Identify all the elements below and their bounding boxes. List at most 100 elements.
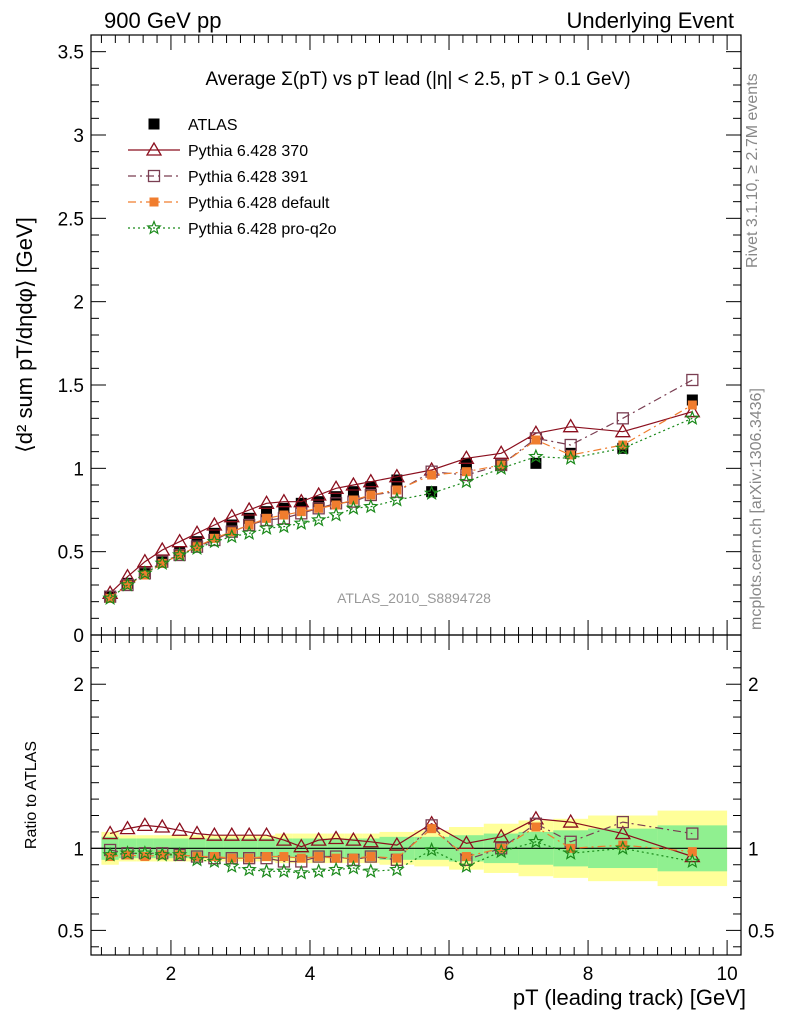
y-tick-label: 1	[73, 459, 84, 480]
data-point-pythia-6-428-pro-q2o	[276, 518, 292, 534]
ratio-point-pythia-6-428-default	[314, 852, 324, 862]
ratio-point-pythia-6-428-370	[136, 817, 154, 832]
data-point-pythia-6-428-370	[171, 533, 188, 548]
data-point-pythia-6-428-pro-q2o	[206, 533, 223, 549]
y-tick-label: 0.5	[58, 543, 84, 564]
ratio-point-pythia-6-428-pro-q2o	[293, 864, 310, 880]
ratio-point-pythia-6-428-370	[388, 836, 406, 851]
ratio-y-tick-label: 2	[73, 675, 84, 696]
ratio-point-pythia-6-428-default	[687, 847, 697, 857]
data-point-atlas	[391, 474, 403, 486]
data-point-atlas	[243, 512, 255, 524]
data-point-pythia-6-428-pro-q2o	[189, 540, 205, 555]
data-point-pythia-6-428-default	[366, 490, 376, 500]
data-point-pythia-6-428-370	[684, 403, 701, 418]
data-point-pythia-6-428-pro-q2o	[493, 460, 509, 475]
data-point-pythia-6-428-default	[392, 485, 402, 495]
data-point-pythia-6-428-370	[293, 493, 310, 508]
ratio-point-pythia-6-428-pro-q2o	[102, 846, 118, 862]
data-point-pythia-6-428-default	[192, 542, 202, 552]
data-point-pythia-6-428-391	[243, 518, 256, 532]
data-point-pythia-6-428-default	[262, 513, 272, 523]
data-point-pythia-6-428-391	[616, 412, 629, 425]
ratio-point-pythia-6-428-370	[188, 825, 206, 840]
ratio-point-pythia-6-428-default	[175, 850, 185, 860]
data-point-pythia-6-428-pro-q2o	[258, 520, 275, 535]
ratio-point-pythia-6-428-default	[531, 822, 541, 832]
ratio-y-tick-label: 1	[73, 839, 84, 860]
data-point-pythia-6-428-pro-q2o	[119, 576, 136, 592]
ratio-point-pythia-6-428-pro-q2o	[241, 861, 257, 877]
y-tick-label: 2.5	[58, 209, 84, 230]
data-point-pythia-6-428-default	[209, 533, 219, 543]
data-point-atlas	[686, 394, 698, 406]
data-point-pythia-6-428-default	[461, 467, 471, 477]
rivet-label: Rivet 3.1.10, ≥ 2.7M events	[744, 73, 761, 268]
y-tick-label: 1.5	[58, 376, 84, 397]
data-point-pythia-6-428-pro-q2o	[458, 473, 475, 489]
data-point-pythia-6-428-default	[427, 470, 437, 480]
legend-marker-pythia-6-428-391	[147, 169, 161, 183]
ratio-panel-frame	[90, 634, 742, 956]
x-tick-label: 2	[166, 964, 177, 985]
data-point-pythia-6-428-pro-q2o	[224, 528, 240, 544]
ratio-point-pythia-6-428-370	[614, 825, 631, 840]
ratio-point-pythia-6-428-370	[562, 813, 579, 828]
data-point-pythia-6-428-370	[223, 508, 240, 523]
data-point-pythia-6-428-pro-q2o	[102, 590, 118, 605]
ratio-point-pythia-6-428-370	[310, 831, 327, 846]
data-point-pythia-6-428-default	[331, 500, 341, 510]
data-point-atlas	[208, 527, 220, 539]
legend-label-pythia-6-428-pro-q2o: Pythia 6.428 pro-q2o	[188, 221, 337, 238]
y-axis-label: ⟨d² sum pT/dηdφ⟩ [GeV]	[12, 217, 37, 453]
data-point-pythia-6-428-pro-q2o	[528, 448, 544, 464]
ratio-point-pythia-6-428-default	[427, 824, 437, 834]
y-tick-label: 0	[73, 626, 84, 647]
ratio-point-pythia-6-428-370	[258, 826, 275, 841]
ratio-point-pythia-6-428-pro-q2o	[389, 861, 405, 877]
data-point-pythia-6-428-391	[225, 525, 238, 538]
ratio-point-pythia-6-428-370	[362, 833, 379, 848]
ratio-point-pythia-6-428-370	[241, 826, 258, 841]
data-point-pythia-6-428-370	[258, 495, 275, 509]
data-point-pythia-6-428-370	[206, 516, 223, 531]
ratio-point-pythia-6-428-default	[331, 853, 341, 863]
series-line-pythia-6-428-370	[109, 411, 693, 594]
data-point-pythia-6-428-default	[105, 593, 115, 603]
data-point-pythia-6-428-pro-q2o	[328, 506, 344, 522]
ratio-point-pythia-6-428-pro-q2o	[328, 861, 344, 877]
data-point-pythia-6-428-370	[493, 445, 510, 459]
ratio-point-pythia-6-428-pro-q2o	[310, 863, 327, 878]
data-point-pythia-6-428-370	[154, 541, 171, 556]
data-point-atlas	[426, 486, 438, 498]
ratio-point-pythia-6-428-default	[366, 852, 376, 862]
ratio-axis-label: Ratio to ATLAS	[23, 741, 40, 849]
legend-marker-pythia-6-428-default	[149, 197, 159, 207]
data-point-pythia-6-428-pro-q2o	[684, 410, 701, 425]
ratio-point-pythia-6-428-pro-q2o	[189, 851, 205, 867]
data-point-pythia-6-428-pro-q2o	[293, 515, 310, 530]
data-point-pythia-6-428-370	[562, 418, 579, 433]
data-point-pythia-6-428-default	[496, 460, 506, 470]
series-line-pythia-6-428-default	[109, 404, 693, 599]
ratio-point-pythia-6-428-default	[227, 853, 237, 863]
data-point-pythia-6-428-default	[618, 440, 628, 450]
data-point-pythia-6-428-default	[687, 400, 697, 410]
ratio-point-pythia-6-428-370	[223, 826, 240, 841]
ratio-point-pythia-6-428-370	[119, 820, 136, 835]
legend-marker-atlas	[148, 118, 160, 130]
ratio-y-tick-label-right: 2	[748, 675, 759, 696]
data-point-pythia-6-428-370	[345, 476, 362, 491]
ratio-point-pythia-6-428-default	[262, 852, 272, 862]
data-point-pythia-6-428-pro-q2o	[363, 498, 379, 514]
data-point-atlas	[261, 506, 273, 518]
ratio-point-pythia-6-428-default	[618, 840, 628, 850]
ratio-point-pythia-6-428-pro-q2o	[171, 846, 188, 862]
ratio-y-tick-label-right: 0.5	[748, 921, 774, 942]
data-point-pythia-6-428-370	[362, 473, 379, 488]
ratio-point-pythia-6-428-370	[327, 830, 345, 845]
ratio-line-pythia-6-428-370	[109, 818, 693, 858]
x-axis-label: pT (leading track) [GeV]	[513, 985, 746, 1010]
x-tick-label: 6	[444, 964, 455, 985]
